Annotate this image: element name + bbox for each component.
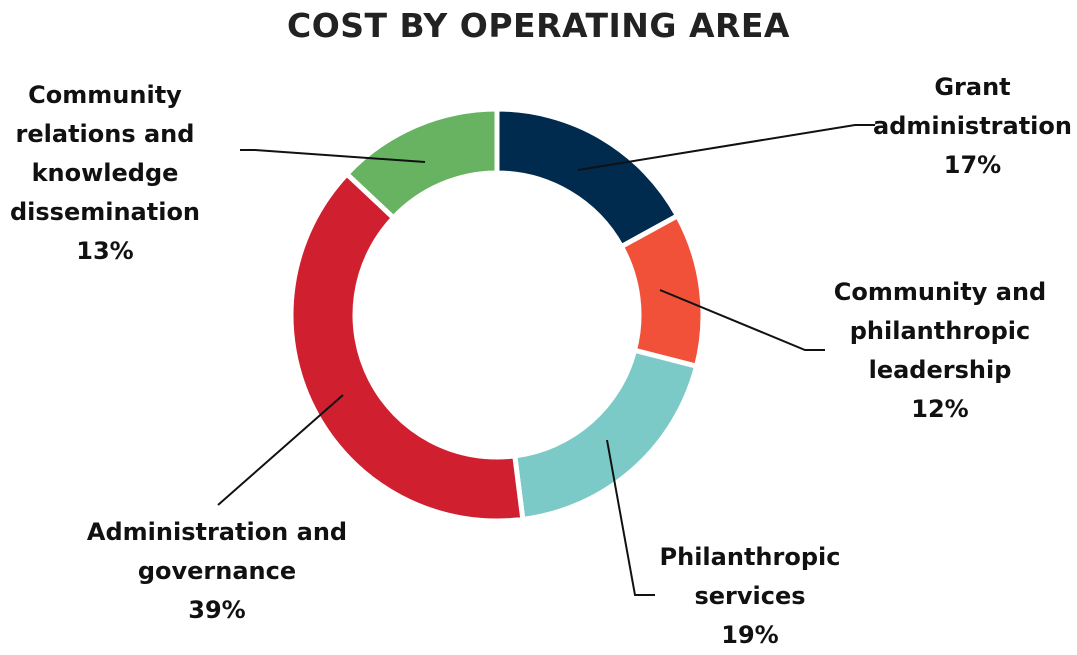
slice-label: Community and philanthropic leadership 1… bbox=[825, 273, 1055, 429]
leader-line bbox=[606, 439, 655, 596]
donut-slice bbox=[288, 170, 526, 524]
slice-label: Grant administration 17% bbox=[865, 68, 1077, 185]
leader-line bbox=[240, 149, 426, 163]
category-label: Philanthropic services bbox=[659, 543, 841, 610]
donut-slice bbox=[343, 106, 500, 222]
value-label: 17% bbox=[943, 151, 1002, 179]
category-label: Grant administration bbox=[873, 73, 1072, 140]
slice-label: Community relations and knowledge dissem… bbox=[0, 76, 210, 271]
leader-line bbox=[577, 124, 875, 171]
category-label: Community relations and knowledge dissem… bbox=[9, 81, 201, 226]
value-label: 13% bbox=[76, 237, 134, 265]
category-label: Administration and governance bbox=[86, 518, 348, 585]
slices bbox=[288, 106, 706, 524]
chart-title: COST BY OPERATING AREA bbox=[287, 6, 790, 45]
leader-line bbox=[217, 394, 344, 506]
leader-lines bbox=[217, 124, 875, 596]
value-label: 12% bbox=[911, 395, 969, 423]
slice-label: Administration and governance 39% bbox=[77, 513, 357, 630]
leader-line bbox=[659, 289, 825, 351]
category-label: Community and philanthropic leadership bbox=[833, 278, 1047, 384]
donut-slice bbox=[494, 106, 681, 250]
value-label: 19% bbox=[721, 621, 779, 649]
value-label: 39% bbox=[188, 596, 246, 624]
donut-slice bbox=[512, 347, 700, 523]
slice-label: Philanthropic services 19% bbox=[650, 538, 850, 655]
